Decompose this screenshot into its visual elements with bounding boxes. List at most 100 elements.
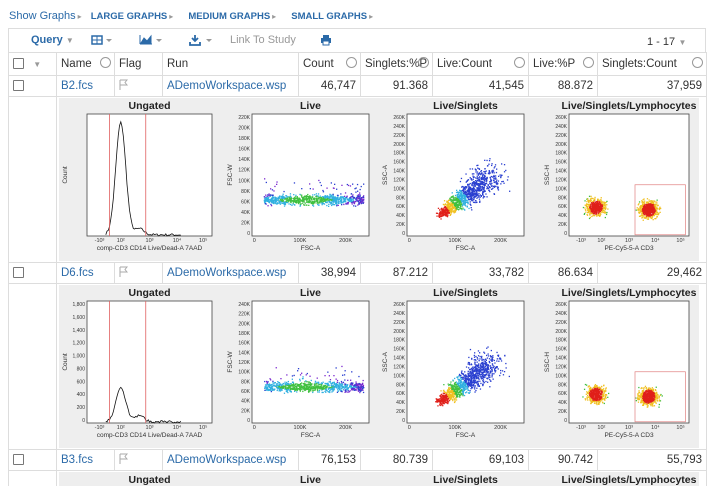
results-table: ▼ Name Flag Run Count Singlets:%P Live:Count Li… <box>8 52 707 486</box>
column-header: Run <box>162 52 299 76</box>
y-tick-label: 160K <box>555 160 567 166</box>
graph-row: Ungated Live Live/Singlets Live/Singlets/Ly… <box>8 470 707 486</box>
flag-cell <box>114 262 163 284</box>
x-tick-label: 100K <box>294 425 307 431</box>
y-tick-label: 180K <box>238 331 250 337</box>
graph-title: Live <box>300 474 321 486</box>
y-tick-label: 180K <box>555 338 567 344</box>
y-tick-label: 400 <box>77 392 86 398</box>
value-cell: 37,959 <box>597 75 707 97</box>
plot-area <box>568 300 690 424</box>
y-axis-label: FSC-W <box>227 163 234 185</box>
y-tick-label: 180K <box>393 151 405 157</box>
small-graphs-link[interactable]: SMALL GRAPHS <box>291 11 368 22</box>
table-body: B2.fcs ADemoWorkspace.wsp 46,747 91.368 41,5… <box>8 75 707 486</box>
pagination-label: 1 - 17 <box>647 36 676 48</box>
flag-icon[interactable] <box>119 79 129 93</box>
x-axis-label: comp-CD3 CD14 Live/Dead-A 7AAD <box>97 245 203 252</box>
graph-nav: Show Graphs ▸ LARGE GRAPHS ▸ MEDIUM GRAPHS… <box>9 10 374 22</box>
x-tick-label: -10³ <box>576 238 586 244</box>
graph-cell: Ungated -10³ 10² 10³ 10⁴ 10⁵ comp-CD3 CD14 Liv… <box>56 96 707 263</box>
graph-strip: Ungated -10³ 10² 10³ 10⁴ 10⁵ 0 200 400 600 800 1,00… <box>62 287 697 439</box>
column-header: Singlets:%P <box>360 52 433 76</box>
flag-icon[interactable] <box>119 266 129 280</box>
graph-title: Ungated <box>129 100 171 112</box>
x-tick-label: 10⁵ <box>199 424 207 431</box>
graph-row: Ungated -10³ 10² 10³ 10⁴ 10⁵ comp-CD3 CD14 Liv… <box>8 96 707 263</box>
x-tick-label: 200K <box>339 425 352 431</box>
graph-title: Ungated <box>129 287 171 299</box>
print-button[interactable] <box>320 34 332 46</box>
file-link[interactable]: D6.fcs <box>61 267 94 279</box>
pagination[interactable]: 1 - 17 ▼ <box>647 36 687 48</box>
file-link[interactable]: B2.fcs <box>61 80 93 92</box>
y-axis-label: SSC-A <box>382 351 389 372</box>
value-cell: 90.742 <box>528 449 598 471</box>
y-tick-label: 80K <box>241 189 251 195</box>
y-tick-label: 140K <box>555 169 567 175</box>
y-tick-label: 120K <box>238 360 250 366</box>
y-tick-label: 80K <box>396 195 406 201</box>
run-link[interactable]: ADemoWorkspace.wsp <box>167 454 287 466</box>
y-tick-label: 600 <box>77 379 86 385</box>
y-tick-label: 220K <box>393 320 405 326</box>
row-checkbox[interactable] <box>13 267 24 279</box>
x-axis-label: FSC-A <box>301 432 321 439</box>
y-tick-label: 100K <box>238 178 250 184</box>
y-tick-label: 0 <box>564 231 567 237</box>
y-tick-label: 1,800 <box>72 302 85 308</box>
column-header: Flag <box>114 52 163 76</box>
flag-icon[interactable] <box>119 453 129 467</box>
y-axis-label: SSC-H <box>544 165 551 186</box>
value-cell: 41,545 <box>432 75 529 97</box>
value-cell: 33,782 <box>432 262 529 284</box>
x-axis-label: comp-CD3 CD14 Live/Dead-A 7AAD <box>97 432 203 439</box>
export-button[interactable] <box>189 34 215 46</box>
graph-title: Live/Singlets/Lymphocytes <box>562 474 697 486</box>
medium-graphs-link[interactable]: MEDIUM GRAPHS <box>188 11 271 22</box>
y-axis-label: Count <box>62 353 69 371</box>
sort-menu-icon <box>346 57 357 68</box>
x-axis-label: FSC-A <box>456 245 476 252</box>
y-tick-label: 60K <box>396 204 406 210</box>
y-axis-label: SSC-H <box>544 352 551 373</box>
plot-area <box>406 113 525 237</box>
query-button[interactable]: Query ▼ <box>31 34 74 46</box>
y-tick-label: 60K <box>241 389 251 395</box>
y-tick-label: 140K <box>555 356 567 362</box>
x-tick-label: 100K <box>449 425 462 431</box>
y-tick-label: 180K <box>555 151 567 157</box>
run-link[interactable]: ADemoWorkspace.wsp <box>167 267 287 279</box>
y-tick-label: 220K <box>238 115 250 121</box>
query-label: Query <box>31 34 63 46</box>
select-all-checkbox[interactable] <box>13 58 24 70</box>
plot-area <box>86 113 213 237</box>
value-cell: 38,994 <box>298 262 361 284</box>
large-graphs-link[interactable]: LARGE GRAPHS <box>90 11 168 22</box>
x-tick-label: 200K <box>494 425 507 431</box>
link-to-study-button[interactable]: Link To Study <box>230 34 296 46</box>
y-tick-label: 120K <box>555 364 567 370</box>
y-tick-label: 220K <box>555 133 567 139</box>
row-checkbox[interactable] <box>13 80 24 92</box>
y-tick-label: 100K <box>555 373 567 379</box>
y-tick-label: 220K <box>555 320 567 326</box>
x-tick-label: 0 <box>408 238 411 244</box>
y-tick-label: 260K <box>555 302 567 308</box>
row-checkbox[interactable] <box>13 454 24 466</box>
x-tick-label: 10⁴ <box>651 424 660 431</box>
file-link[interactable]: B3.fcs <box>61 454 93 466</box>
y-tick-label: 0 <box>247 231 250 237</box>
flag-cell <box>114 75 163 97</box>
charts-button[interactable] <box>139 34 165 46</box>
graph-panel: Ungated -10³ 10² 10³ 10⁴ 10⁵ comp-CD3 CD14 Liv… <box>59 98 699 261</box>
grid-view-button[interactable] <box>91 35 113 47</box>
y-tick-label: 0 <box>247 418 250 424</box>
graph-row: Ungated -10³ 10² 10³ 10⁴ 10⁵ 0 200 400 600 800 1,00… <box>8 283 707 450</box>
run-link[interactable]: ADemoWorkspace.wsp <box>167 80 287 92</box>
value-cell: 91.368 <box>360 75 433 97</box>
x-tick-label: 100K <box>294 238 307 244</box>
data-row: B3.fcs ADemoWorkspace.wsp 76,153 80.739 69,1… <box>8 449 707 471</box>
y-tick-label: 80K <box>558 382 568 388</box>
data-row: D6.fcs ADemoWorkspace.wsp 38,994 87.212 33,7… <box>8 262 707 284</box>
